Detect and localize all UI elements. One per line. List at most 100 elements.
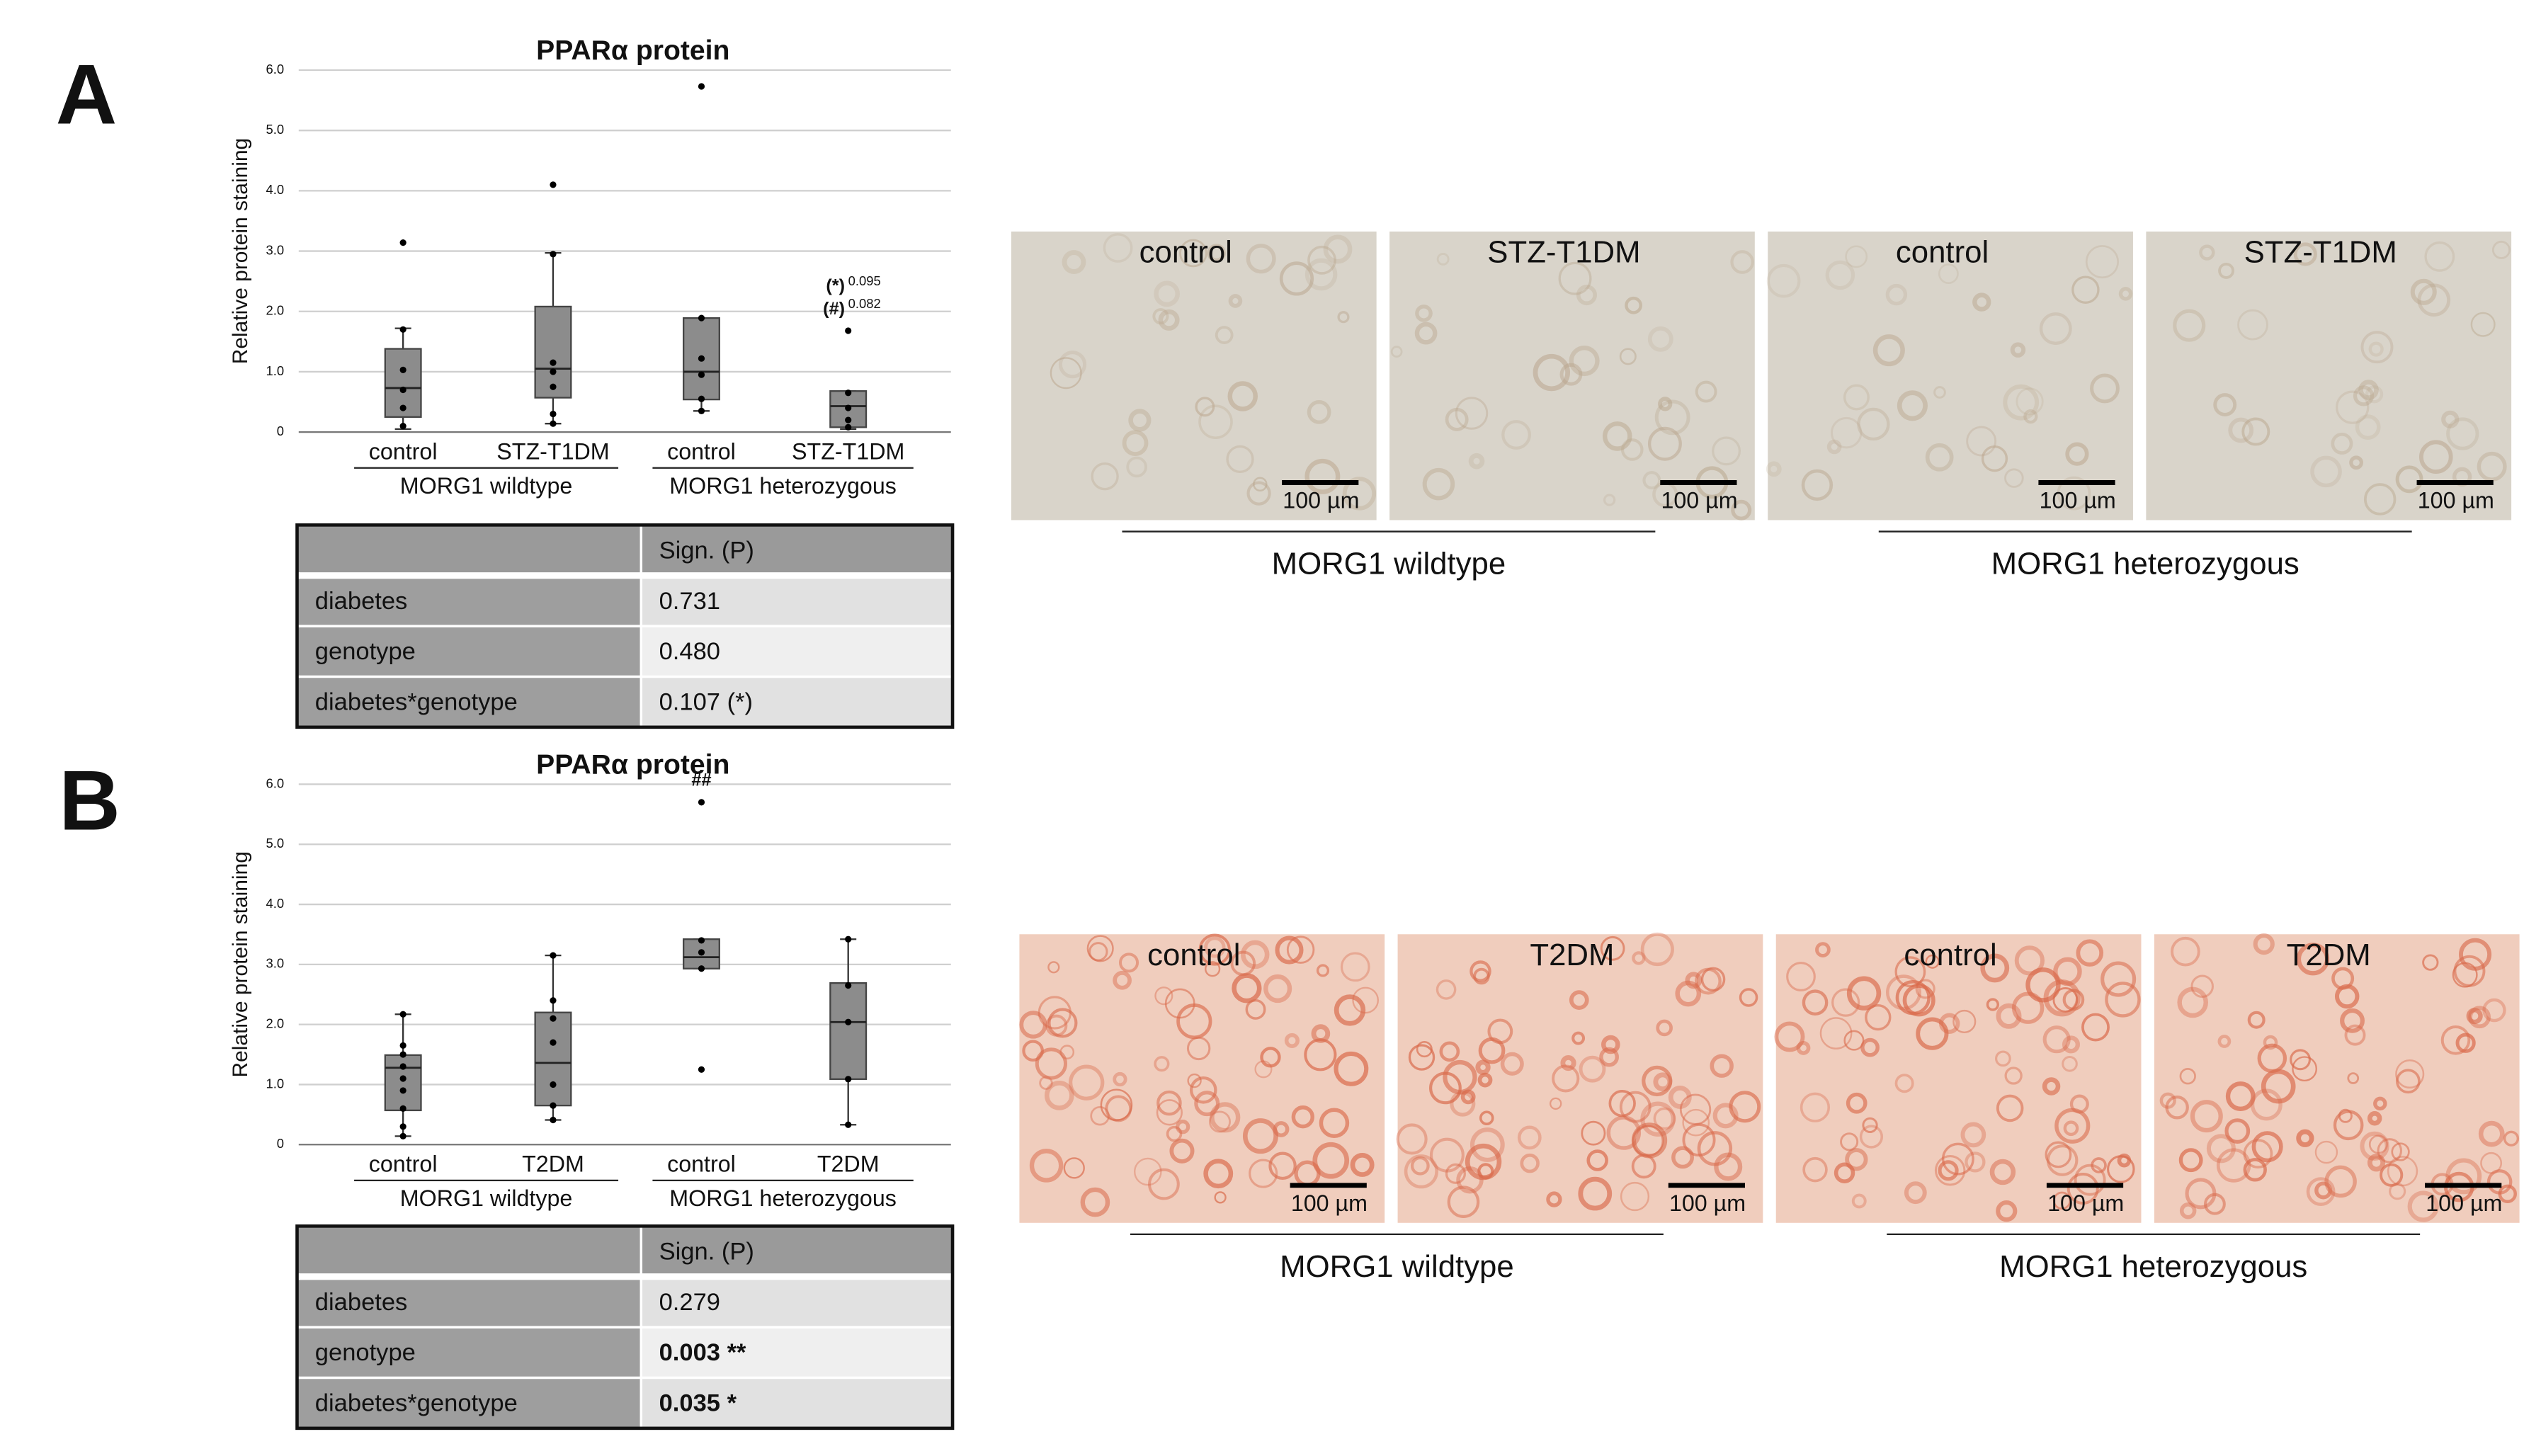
tissue-texture xyxy=(1113,970,1132,990)
tissue-texture xyxy=(1579,1055,1606,1083)
table-value-cell xyxy=(641,1276,953,1328)
tissue-texture xyxy=(1275,935,1304,965)
y-tick-label: 6.0 xyxy=(266,775,284,790)
data-point xyxy=(399,366,407,373)
box xyxy=(534,305,572,399)
tissue-texture xyxy=(1802,1156,1828,1183)
tissue-texture xyxy=(1952,1009,1977,1034)
tissue-texture xyxy=(2045,1141,2072,1168)
group-label: MORG1 heterozygous xyxy=(669,1185,897,1211)
scale-label: 100 µm xyxy=(1283,488,1359,513)
tissue-texture xyxy=(1443,1059,1477,1095)
micrograph-bg xyxy=(1397,934,1763,1223)
tissue-texture xyxy=(2237,309,2268,341)
tissue-texture xyxy=(1859,1125,1884,1149)
tissue-texture xyxy=(2057,476,2091,511)
tissue-texture xyxy=(1156,1099,1183,1126)
tissue-texture xyxy=(1885,283,1908,306)
tissue-texture xyxy=(1766,461,1782,477)
tissue-texture xyxy=(1198,404,1233,439)
tissue-texture xyxy=(2331,432,2353,455)
micrograph-label: control xyxy=(1139,235,1232,270)
tissue-texture xyxy=(1047,961,1060,974)
micrograph xyxy=(2154,933,2520,1223)
tissue-texture xyxy=(2217,1035,2232,1048)
tissue-texture xyxy=(2296,1129,2314,1147)
tissue-texture xyxy=(1350,1152,1375,1177)
data-point xyxy=(550,181,557,188)
tissue-texture xyxy=(2333,1110,2364,1141)
micrograph xyxy=(1011,231,1377,521)
data-point xyxy=(399,326,407,333)
tissue-texture xyxy=(1470,960,1491,982)
scale-label: 100 µm xyxy=(2040,488,2116,513)
scale-label: 100 µm xyxy=(2426,1190,2502,1216)
data-point xyxy=(550,1039,557,1046)
table-value: 0.035 * xyxy=(659,1390,737,1417)
tissue-texture xyxy=(2159,1092,2176,1109)
y-tick-label: 3.0 xyxy=(266,242,284,257)
tissue-texture xyxy=(1414,322,1438,345)
tissue-texture xyxy=(2179,1202,2197,1219)
data-point xyxy=(845,423,852,431)
data-point xyxy=(698,937,705,944)
panel-label: A xyxy=(56,47,117,142)
tissue-texture xyxy=(1925,443,1954,472)
y-tick-label: 3.0 xyxy=(266,956,284,971)
tissue-texture xyxy=(2368,341,2384,357)
data-point xyxy=(698,355,705,362)
tissue-texture xyxy=(1307,245,1336,275)
tissue-texture xyxy=(2085,245,2119,279)
tissue-texture xyxy=(2004,468,2024,488)
tissue-texture xyxy=(1455,397,1489,430)
tissue-texture xyxy=(1800,1092,1831,1122)
tissue-texture xyxy=(1029,1149,1064,1183)
data-point xyxy=(550,1116,557,1124)
tissue-texture xyxy=(1712,1103,1739,1129)
tissue-texture xyxy=(1851,1193,1867,1209)
scale-label: 100 µm xyxy=(2047,1190,2124,1216)
tissue-texture xyxy=(1307,400,1331,424)
data-point xyxy=(550,997,557,1004)
tissue-texture xyxy=(1668,1085,1692,1109)
tissue-texture xyxy=(1520,1153,1540,1173)
tissue-texture xyxy=(1176,1120,1190,1134)
scale-label: 100 µm xyxy=(1669,1190,1746,1216)
tissue-texture xyxy=(2407,1190,2439,1222)
tissue-texture xyxy=(1981,445,2008,472)
tissue-texture xyxy=(1470,1127,1505,1162)
micrograph xyxy=(1389,231,1755,521)
micrograph-label: T2DM xyxy=(2287,938,2371,972)
tissue-texture xyxy=(2177,986,2208,1018)
tissue-texture xyxy=(1846,1092,1868,1114)
tissue-texture xyxy=(1933,386,1946,399)
table-factor-cell xyxy=(297,1276,642,1328)
data-point xyxy=(399,1051,407,1058)
tissue-texture xyxy=(2440,1025,2471,1055)
tissue-texture xyxy=(1214,1191,1227,1204)
tissue-texture xyxy=(2052,1191,2071,1210)
tissue-texture xyxy=(1195,397,1215,417)
tissue-texture xyxy=(1154,280,1181,307)
tissue-texture xyxy=(2445,1158,2482,1195)
tissue-texture xyxy=(1558,261,1592,295)
tissue-texture xyxy=(2010,342,2026,358)
tissue-texture xyxy=(2251,1131,2283,1163)
tissue-texture xyxy=(1647,326,1673,352)
tissue-texture xyxy=(1410,1156,1430,1176)
tissue-texture xyxy=(1286,935,1315,964)
tissue-texture xyxy=(1501,420,1531,450)
data-point xyxy=(399,239,407,246)
tissue-texture xyxy=(2081,1013,2110,1042)
tissue-texture xyxy=(1606,1115,1642,1150)
table-factor-cell xyxy=(297,1327,642,1378)
data-point xyxy=(399,1087,407,1094)
tissue-texture xyxy=(2178,1148,2203,1173)
tissue-texture xyxy=(2296,943,2330,976)
tissue-texture xyxy=(2324,1165,2357,1198)
tissue-texture xyxy=(1304,258,1338,291)
data-point xyxy=(399,1011,407,1018)
tissue-texture xyxy=(1069,1064,1105,1100)
data-point xyxy=(698,314,705,322)
tissue-texture xyxy=(2424,241,2455,272)
